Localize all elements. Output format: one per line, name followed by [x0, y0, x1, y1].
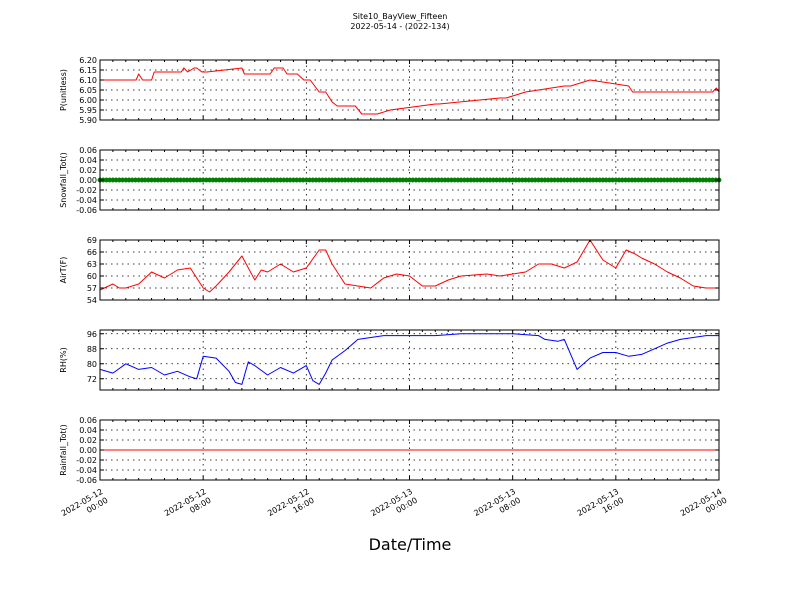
x-tick-label: 2022-05-1300:00 — [369, 487, 419, 527]
panel-4: 72 80 88 96 RH(%) — [59, 329, 720, 391]
y-axis-label: Rainfall_Tot() — [59, 424, 68, 476]
y-tick-label: -0.06 — [76, 206, 97, 215]
y-axis-label: AirT(F) — [59, 257, 68, 284]
y-tick-label: 57 — [87, 284, 97, 293]
chart-title: Site10_BayView_Fifteen — [353, 12, 448, 21]
y-tick-label: 6.20 — [79, 56, 97, 65]
y-tick-label: 5.95 — [79, 106, 97, 115]
y-axis-label: RH(%) — [59, 347, 68, 372]
y-tick-label: -0.02 — [76, 456, 97, 465]
y-tick-label: 96 — [87, 330, 97, 339]
x-tick-labels: 2022-05-1200:00 2022-05-1208:00 2022-05-12… — [60, 487, 729, 527]
y-tick-label: 0.06 — [79, 146, 97, 155]
y-tick-label: -0.04 — [76, 466, 97, 475]
x-tick-label: 2022-05-1400:00 — [679, 487, 729, 527]
panels: 5.905.956.006.056.106.156.20 P(unitless) -… — [59, 56, 722, 485]
panel-2: -0.06-0.04-0.020.000.020.040.06 Snowfall_… — [59, 146, 722, 215]
y-tick-label: 0.04 — [79, 426, 97, 435]
x-tick-label: 2022-05-1308:00 — [472, 487, 522, 527]
y-tick-label: 0.02 — [79, 436, 97, 445]
series-line-1 — [99, 333, 719, 385]
y-tick-label: -0.04 — [76, 196, 97, 205]
y-tick-label: -0.06 — [76, 476, 97, 485]
y-tick-label: 6.05 — [79, 86, 97, 95]
y-axis-label: P(unitless) — [59, 69, 68, 111]
y-tick-label: 6.00 — [79, 96, 97, 105]
y-tick-label: 66 — [87, 248, 97, 257]
series-line-1 — [100, 67, 720, 115]
y-tick-label: 60 — [87, 272, 97, 281]
y-tick-label: 0.02 — [79, 166, 97, 175]
y-tick-label: 88 — [87, 345, 97, 354]
y-tick-label: 6.10 — [79, 76, 97, 85]
y-tick-label: 0.04 — [79, 156, 97, 165]
y-tick-label: 0.06 — [79, 416, 97, 425]
x-tick-label: 2022-05-1216:00 — [266, 487, 316, 527]
y-tick-label: 6.15 — [79, 66, 97, 75]
series-line-1 — [99, 239, 719, 293]
y-tick-label: 72 — [87, 375, 97, 384]
x-tick-label: 2022-05-1316:00 — [576, 487, 626, 527]
y-tick-label: 63 — [87, 260, 97, 269]
panel-5: -0.06-0.04-0.020.000.020.040.06 Rainfall_… — [59, 416, 720, 485]
y-tick-label: 69 — [87, 236, 97, 245]
chart-subtitle: 2022-05-14 - (2022-134) — [350, 22, 449, 31]
y-tick-label: 54 — [87, 296, 97, 305]
y-axis-label: Snowfall_Tot() — [59, 152, 68, 208]
y-tick-label: 0.00 — [79, 176, 97, 185]
y-tick-label: 5.90 — [79, 116, 97, 125]
x-tick-label: 2022-05-1200:00 — [60, 487, 110, 527]
y-tick-label: -0.02 — [76, 186, 97, 195]
x-tick-label: 2022-05-1208:00 — [163, 487, 213, 527]
panel-3: 54 57 60 63 66 69 AirT(F) — [59, 236, 720, 305]
y-tick-label: 80 — [87, 360, 97, 369]
panel-1: 5.905.956.006.056.106.156.20 P(unitless) — [59, 56, 720, 125]
y-tick-label: 0.00 — [79, 446, 97, 455]
x-axis-label: Date/Time — [369, 535, 452, 554]
